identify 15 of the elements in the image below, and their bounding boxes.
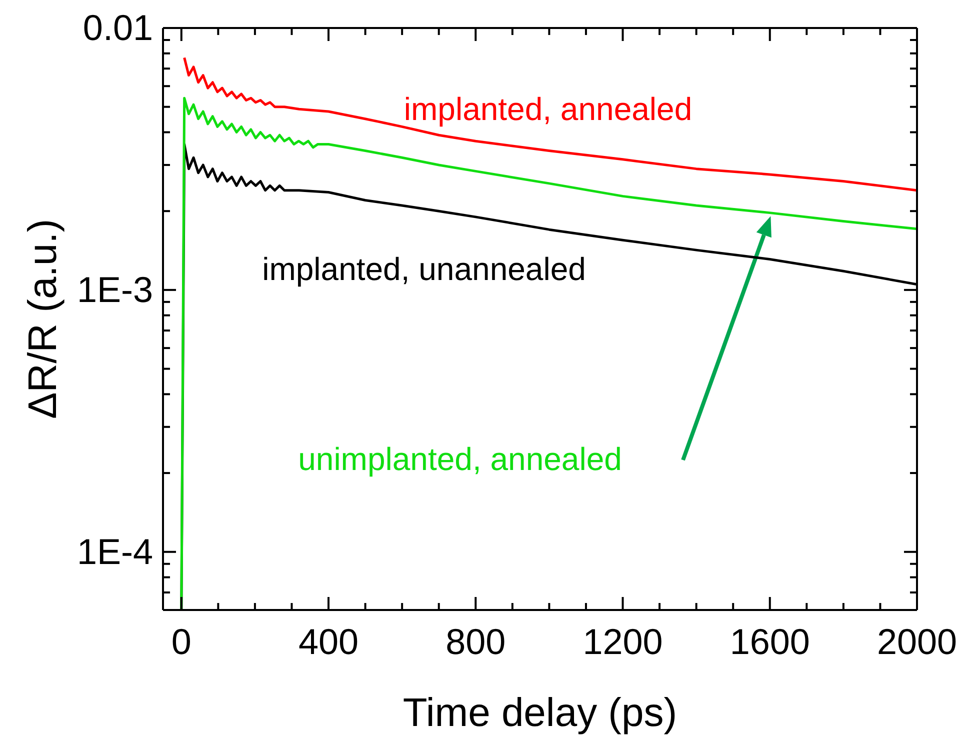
line-series (183, 56, 917, 192)
x-tick-label: 400 (298, 621, 359, 662)
x-tick-label: 1600 (730, 621, 810, 662)
x-tick-label: 2000 (876, 621, 958, 662)
x-tick-label: 800 (446, 621, 506, 662)
x-tick-label: 1200 (582, 621, 663, 662)
y-tick-label: 0.01 (82, 7, 153, 48)
x-axis-title: Time delay (ps) (402, 691, 678, 735)
text: unimplanted, annealed (298, 441, 622, 477)
y-tick-label: 1E-4 (76, 530, 153, 572)
x-tick-label: 0 (171, 621, 192, 662)
y-axis-title: ΔR/R (a.u.) (21, 218, 66, 420)
y-tick-label: 1E-3 (76, 268, 153, 310)
series-label: implanted, unannealed (262, 251, 586, 287)
series-label: implanted, annealed (404, 91, 692, 127)
